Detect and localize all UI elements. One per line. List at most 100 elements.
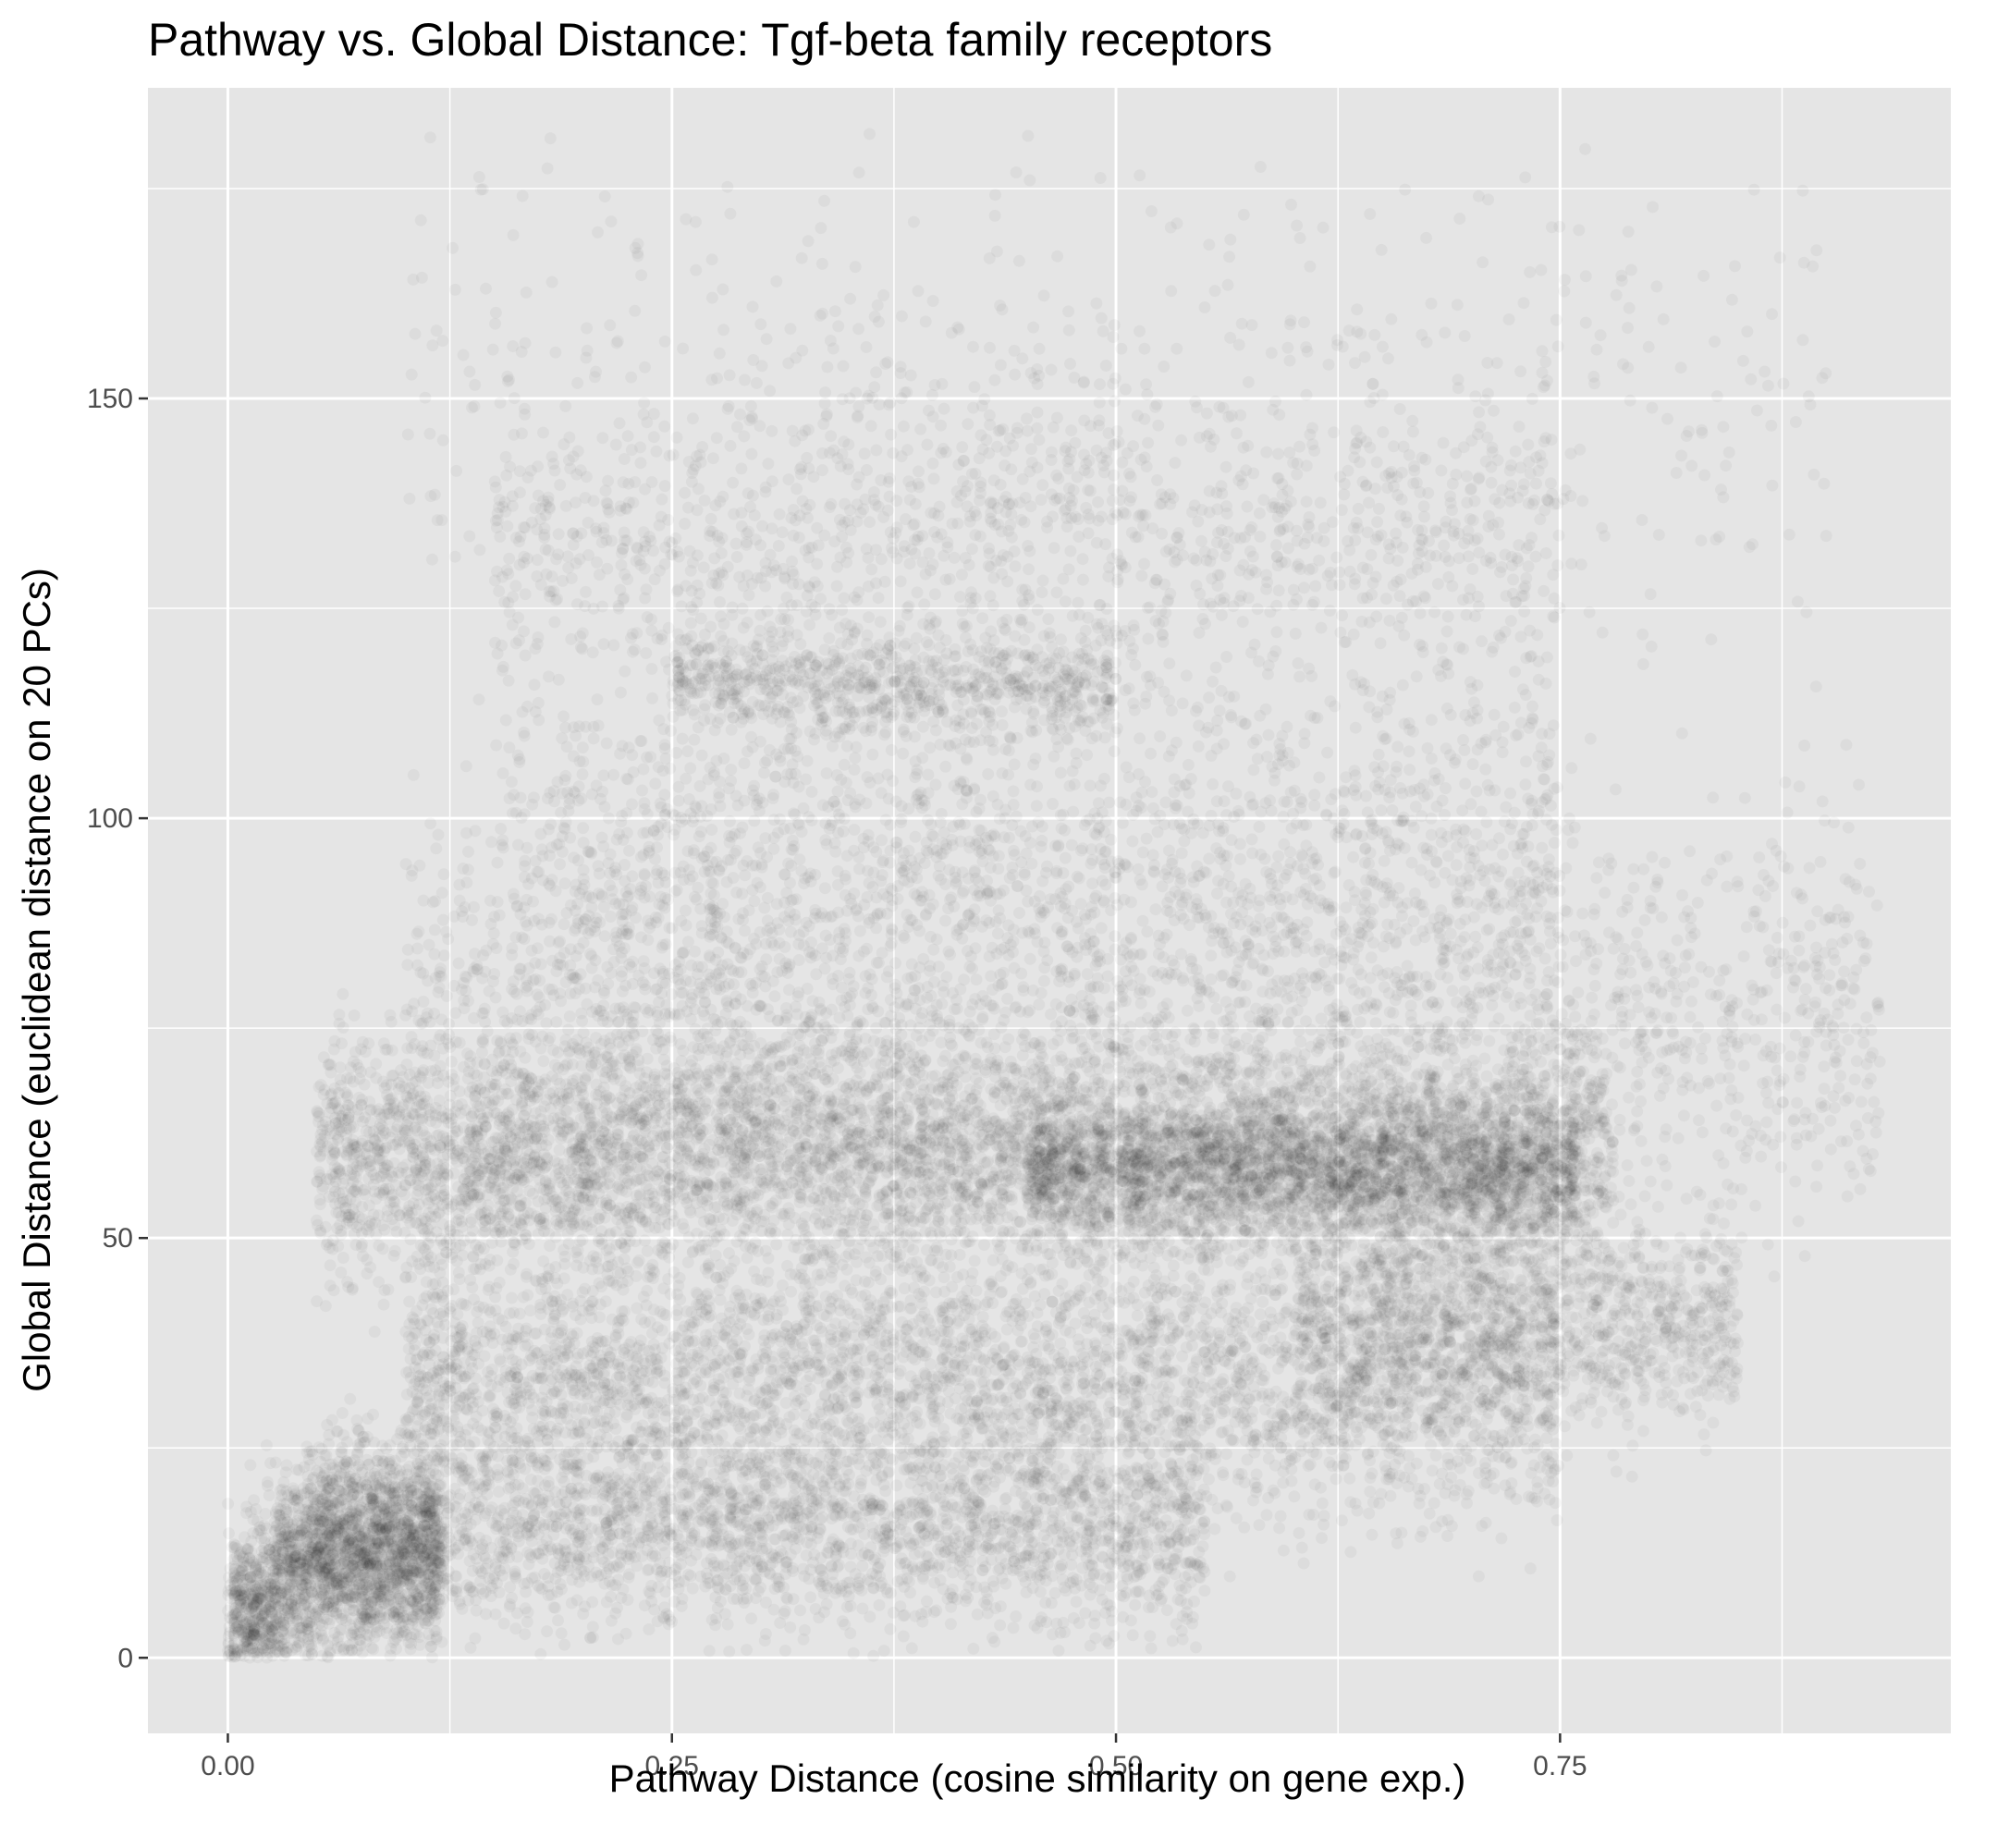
scatter-point bbox=[247, 1527, 259, 1539]
scatter-point bbox=[552, 1614, 564, 1626]
scatter-point bbox=[587, 1621, 599, 1633]
scatter-point bbox=[779, 1645, 791, 1657]
scatter-point bbox=[529, 1572, 541, 1584]
scatter-point bbox=[793, 1534, 805, 1546]
scatter-point bbox=[571, 1557, 583, 1569]
scatter-point bbox=[256, 1545, 268, 1557]
scatter-point bbox=[509, 1497, 521, 1509]
scatter-point bbox=[967, 1643, 979, 1655]
scatter-point bbox=[262, 1476, 274, 1488]
scatter-point bbox=[1181, 1598, 1193, 1610]
scatter-point bbox=[254, 1566, 266, 1578]
scatter-point bbox=[261, 1439, 273, 1451]
scatter-point bbox=[234, 1585, 246, 1597]
scatter-point bbox=[554, 1544, 566, 1556]
scatter-point bbox=[741, 1644, 753, 1656]
scatter-point bbox=[407, 1585, 419, 1597]
scatter-point bbox=[906, 1642, 918, 1654]
scatter-point bbox=[995, 1600, 1007, 1612]
scatter-point bbox=[351, 1461, 363, 1473]
scatter-point bbox=[780, 1561, 792, 1573]
scatter-point bbox=[1101, 1598, 1113, 1610]
scatter-point bbox=[246, 1643, 258, 1655]
scatter-point bbox=[978, 1597, 990, 1609]
scatter-point bbox=[534, 1648, 546, 1660]
scatter-point bbox=[746, 1548, 758, 1560]
scatter-point bbox=[1045, 1548, 1057, 1560]
scatter-point bbox=[244, 1459, 256, 1471]
scatter-point bbox=[1068, 1612, 1080, 1624]
scatter-point bbox=[1132, 1585, 1144, 1597]
scatter-point bbox=[616, 1592, 628, 1604]
scatter-point bbox=[844, 1627, 856, 1639]
scatter-point bbox=[353, 1604, 365, 1616]
scatter-point bbox=[264, 1457, 276, 1469]
scatter-point bbox=[362, 1561, 374, 1573]
scatter-point bbox=[759, 1634, 771, 1646]
scatter-point bbox=[323, 1429, 335, 1441]
scatter-point bbox=[1027, 1582, 1039, 1594]
scatter-point bbox=[367, 1489, 379, 1501]
scatter-point bbox=[1008, 1545, 1020, 1557]
scatter-point bbox=[555, 1578, 567, 1590]
scatter-point bbox=[1165, 1563, 1177, 1575]
scatter-point bbox=[291, 1609, 303, 1621]
scatter-point bbox=[585, 1571, 597, 1583]
scatter-point bbox=[281, 1459, 293, 1471]
scatter-point bbox=[670, 1542, 682, 1554]
scatter-point bbox=[994, 1620, 1006, 1632]
scatter-point bbox=[336, 1447, 348, 1459]
scatter-point bbox=[647, 1548, 659, 1560]
scatter-point bbox=[449, 1542, 461, 1554]
scatter-point bbox=[1074, 1512, 1086, 1524]
scatter-point bbox=[892, 1575, 904, 1587]
scatter-point bbox=[817, 1575, 829, 1587]
scatter-point bbox=[945, 1618, 957, 1630]
scatter-point bbox=[643, 1623, 655, 1635]
scatter-point bbox=[524, 1548, 536, 1560]
scatter-point bbox=[891, 1540, 903, 1552]
scatter-point bbox=[495, 1536, 507, 1548]
scatter-point bbox=[764, 1560, 776, 1572]
scatter-point bbox=[898, 1631, 910, 1643]
scatter-point bbox=[327, 1462, 339, 1475]
scatter-point bbox=[264, 1638, 276, 1650]
scatter-point bbox=[727, 1539, 739, 1551]
scatter-point bbox=[856, 1603, 868, 1615]
scatter-point bbox=[1089, 1609, 1101, 1622]
scatter-point bbox=[878, 1645, 890, 1657]
scatter-point bbox=[265, 1585, 277, 1597]
scatter-point bbox=[623, 1568, 635, 1580]
scatter-point bbox=[1008, 1622, 1020, 1634]
scatter-point bbox=[341, 1436, 353, 1448]
scatter-point bbox=[1058, 1499, 1070, 1511]
scatter-point bbox=[977, 1564, 989, 1576]
scatter-point bbox=[913, 1522, 925, 1534]
scatter-point bbox=[1167, 1635, 1179, 1647]
scatter-point bbox=[964, 1556, 976, 1568]
scatter-point bbox=[633, 1501, 645, 1513]
scatter-point bbox=[1076, 1527, 1088, 1539]
scatter-point bbox=[587, 1632, 599, 1644]
scatter-point bbox=[901, 1497, 913, 1509]
scatter-point bbox=[558, 1639, 570, 1651]
scatter-point bbox=[745, 1612, 757, 1624]
scatter-point bbox=[808, 1548, 820, 1560]
scatter-point bbox=[784, 1622, 796, 1634]
scatter-point bbox=[288, 1501, 300, 1513]
scatter-point bbox=[359, 1437, 371, 1449]
scatter-point bbox=[516, 1520, 528, 1532]
scatter-point bbox=[954, 1560, 966, 1573]
scatter-point bbox=[1054, 1560, 1066, 1573]
scatter-point bbox=[855, 1585, 867, 1597]
scatter-point bbox=[768, 1534, 780, 1546]
scatter-point bbox=[1131, 1525, 1143, 1537]
scatter-point bbox=[1177, 1610, 1189, 1622]
scatter-point bbox=[307, 1631, 319, 1643]
scatter-point bbox=[556, 1627, 568, 1639]
scatter-point bbox=[401, 1573, 413, 1585]
scatter-point bbox=[336, 1573, 348, 1585]
scatter-point bbox=[264, 1606, 276, 1618]
scatter-point bbox=[384, 1439, 396, 1451]
scatter-point bbox=[333, 1485, 345, 1497]
